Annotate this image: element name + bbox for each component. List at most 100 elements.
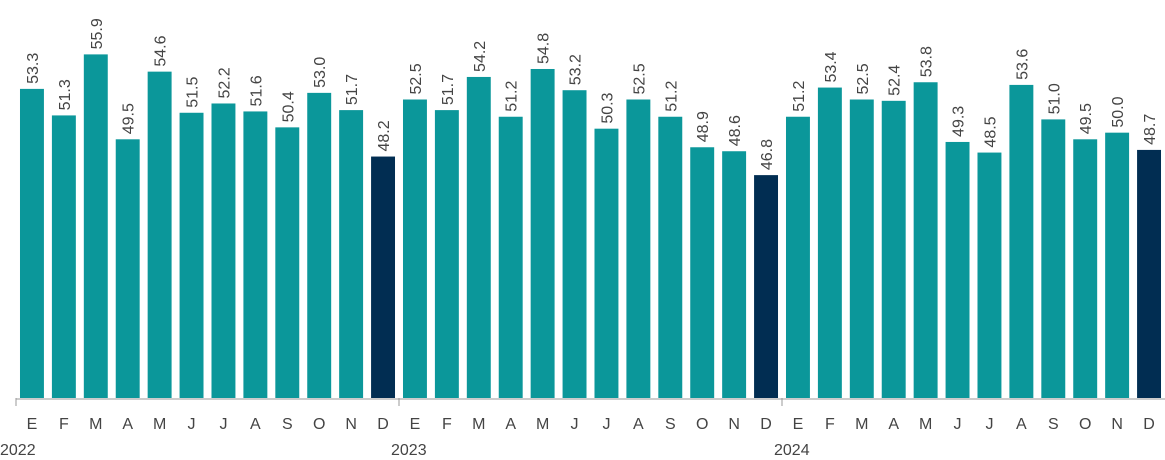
value-label: 51.2 [791,81,808,112]
x-tick-label: A [1016,416,1027,433]
x-tick-label: S [1048,416,1059,433]
value-label: 46.8 [759,139,776,170]
bar [754,175,779,398]
bar [1041,119,1066,399]
x-tick-label: A [122,416,133,433]
bar [434,110,459,398]
value-label: 51.7 [440,74,457,105]
x-tick-label: N [1111,416,1123,433]
bar [147,71,172,398]
value-label: 52.5 [408,63,425,94]
x-tick-label: S [282,416,293,433]
value-label: 51.5 [185,77,202,108]
x-tick-label: A [505,416,516,433]
bar [722,151,747,398]
bar [307,92,332,398]
value-label: 54.8 [536,33,553,64]
value-label: 55.9 [89,18,106,49]
x-tick-label: A [888,416,899,433]
value-label: 52.4 [887,65,904,96]
bar [211,103,236,398]
bar [1105,132,1130,398]
bar [498,116,523,398]
value-label: 48.9 [695,111,712,142]
x-tick-label: A [250,416,261,433]
bar [339,110,364,398]
bar [594,128,619,399]
x-tick-label: J [954,416,962,433]
bar [977,152,1002,398]
value-label: 48.6 [727,115,744,146]
x-tick-label: J [219,416,227,433]
x-tick-label: E [27,416,38,433]
value-label: 50.4 [280,91,297,122]
year-label: 2024 [774,442,810,459]
bar [1073,139,1098,399]
value-label: 51.2 [504,81,521,112]
x-tick-label: D [1143,416,1155,433]
bar [945,141,970,398]
value-label: 53.2 [568,54,585,85]
x-tick-label: F [825,416,835,433]
x-tick-label: O [696,416,708,433]
x-tick-label: J [571,416,579,433]
x-tick-label: M [536,416,549,433]
bar [19,88,44,399]
bar [817,87,842,398]
value-label: 50.0 [1110,96,1127,127]
bar [849,99,874,398]
x-tick-label: S [665,416,676,433]
value-label: 53.3 [25,53,42,84]
x-tick-label: D [760,416,772,433]
x-tick-label: E [410,416,421,433]
value-label: 51.6 [248,75,265,106]
value-label: 49.5 [1078,103,1095,134]
bar [51,115,76,399]
bar [690,147,715,398]
value-label: 51.7 [344,74,361,105]
x-tick-label: M [855,416,868,433]
value-label: 53.8 [919,46,936,77]
x-tick-label: M [919,416,932,433]
x-tick-label: M [472,416,485,433]
bar [658,116,683,398]
year-label: 2022 [0,442,36,459]
bar [530,68,555,398]
value-label: 48.5 [982,116,999,147]
bar [881,100,906,399]
bar [83,54,108,398]
value-label: 48.7 [1142,114,1159,145]
x-tick-label: O [313,416,325,433]
bar [1137,149,1162,398]
x-tick-label: M [89,416,102,433]
x-tick-label: N [345,416,357,433]
x-tick-label: D [377,416,389,433]
bar [115,139,140,399]
bar [913,82,938,399]
value-label: 52.2 [216,67,233,98]
x-tick-label: E [793,416,804,433]
x-tick-label: J [985,416,993,433]
x-tick-label: F [59,416,69,433]
value-label: 54.2 [472,41,489,72]
value-label: 54.6 [153,35,170,66]
bar [785,116,810,398]
x-tick-label: J [602,416,610,433]
value-label: 50.3 [599,92,616,123]
bar [275,127,300,399]
bar [243,111,268,398]
value-label: 51.3 [57,79,74,110]
value-label: 51.2 [663,81,680,112]
x-tick-label: M [153,416,166,433]
x-tick-label: O [1079,416,1091,433]
bar [466,76,491,399]
value-label: 48.2 [376,120,393,151]
bar [626,99,651,398]
value-label: 53.6 [1014,49,1031,80]
bar [1009,84,1034,398]
year-label: 2023 [391,442,427,459]
x-tick-label: F [442,416,452,433]
x-tick-label: J [188,416,196,433]
x-tick-label: N [728,416,740,433]
